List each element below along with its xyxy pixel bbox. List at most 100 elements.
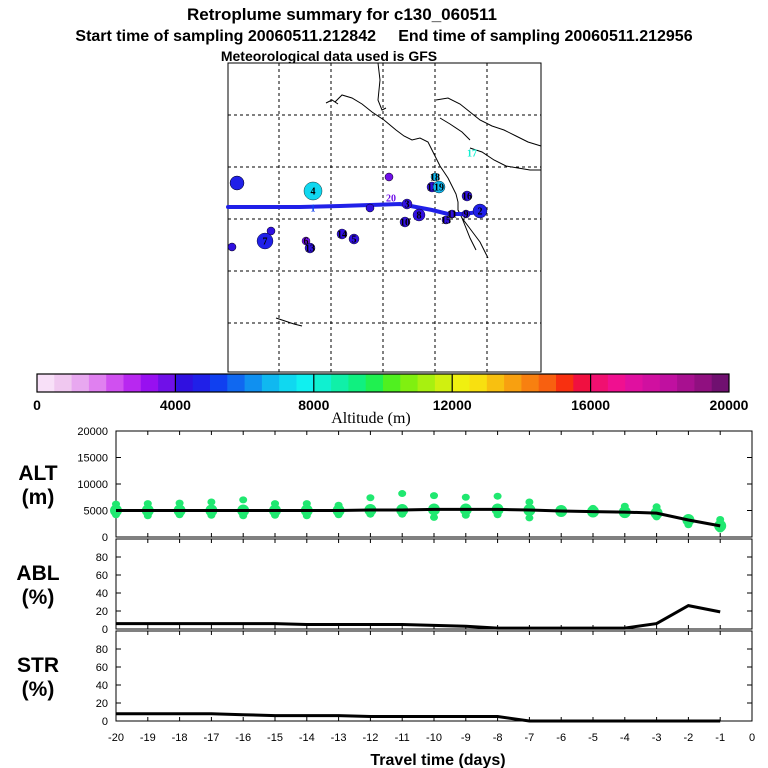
- colorbar-cell: [158, 374, 176, 392]
- cluster-marker: [430, 172, 440, 182]
- cluster-label: 6: [304, 237, 309, 248]
- colorbar-cell: [261, 374, 280, 392]
- cluster-marker: [461, 209, 471, 219]
- colorbar-cell: [365, 374, 384, 392]
- y-tick-label: 0: [102, 532, 108, 544]
- figure-title: Retroplume summary for c130_060511: [187, 5, 497, 24]
- altitude-sample-dot: [398, 490, 407, 498]
- cluster-label: 12: [427, 183, 437, 194]
- y-tick-label: 0: [102, 716, 108, 728]
- x-tick-label: -6: [556, 732, 566, 744]
- x-tick-label: -2: [684, 732, 694, 744]
- altitude-sample-dot: [525, 514, 534, 522]
- y-tick-label: 5000: [84, 506, 108, 518]
- map-frame: [227, 62, 542, 373]
- x-tick-label: -7: [525, 732, 535, 744]
- colorbar-cell: [54, 374, 73, 392]
- colorbar-cell: [106, 374, 124, 392]
- cluster-marker: [432, 180, 446, 194]
- colorbar-cell: [313, 374, 332, 392]
- panel-frame: [115, 430, 753, 538]
- y-tick-label: 10000: [77, 479, 108, 491]
- altitude-colorbar: 0 4000 8000 12000 16000 20000 Altitude (m): [33, 373, 749, 427]
- altitude-sample-dot: [175, 499, 184, 507]
- cluster-label: 14: [337, 230, 347, 241]
- panel-label: ABL: [16, 562, 59, 585]
- x-tick-label: -8: [493, 732, 503, 744]
- panel-frame: [115, 538, 753, 630]
- y-tick-label: 15000: [77, 453, 108, 465]
- colorbar-cell: [140, 374, 159, 392]
- x-tick-label: -17: [203, 732, 219, 744]
- altitude-sample-dot: [430, 513, 438, 521]
- colorbar-frame: [36, 373, 730, 393]
- plume-blob: [266, 226, 276, 236]
- panel-alt: ALT(m) 0 5000 10000 15000 20000: [18, 426, 753, 544]
- cluster-marker: [256, 232, 274, 250]
- colorbar-cell: [88, 374, 107, 392]
- altitude-sample-dot: [493, 492, 502, 500]
- cluster-marker: [303, 181, 323, 201]
- colorbar-tick-label: 0: [33, 397, 41, 413]
- y-tick-label: 0: [102, 624, 108, 636]
- colorbar-cell: [677, 374, 695, 392]
- colorbar-cell: [556, 374, 574, 392]
- colorbar-cell: [590, 374, 609, 392]
- colorbar-cell: [279, 374, 297, 392]
- x-tick-label: -11: [395, 732, 410, 744]
- x-tick-label: -15: [267, 732, 283, 744]
- colorbar-cell: [175, 374, 194, 392]
- y-tick-label: 20: [96, 698, 108, 710]
- x-axis-label: Travel time (days): [370, 752, 505, 768]
- cluster-label: 9: [464, 210, 469, 221]
- x-tick-label: -16: [235, 732, 251, 744]
- cluster-marker: [447, 209, 457, 219]
- cluster-marker: [399, 216, 411, 228]
- cluster-marker: [348, 233, 360, 245]
- colorbar-cell: [417, 374, 436, 392]
- x-tick-label: -3: [652, 732, 662, 744]
- cluster-label: 2: [478, 207, 483, 218]
- panel-abl: ABL(%) 0 20 40 60 80: [16, 538, 753, 636]
- colorbar-cell: [538, 374, 557, 392]
- colorbar-cell: [694, 374, 713, 392]
- colorbar-cell: [227, 374, 246, 392]
- colorbar-tick-label: 4000: [160, 397, 191, 413]
- colorbar-cell: [469, 374, 488, 392]
- y-tick-label: 40: [96, 588, 108, 600]
- cluster-marker: [441, 215, 451, 225]
- colorbar-cell: [192, 374, 211, 392]
- colorbar-cell: [296, 374, 315, 392]
- colorbar-cell: [607, 374, 626, 392]
- panel-label: STR: [17, 654, 59, 677]
- colorbar-cell: [521, 374, 540, 392]
- y-tick-label: 60: [96, 662, 108, 674]
- colorbar-label: Altitude (m): [331, 410, 411, 427]
- x-tick-label: -14: [299, 732, 315, 744]
- colorbar-cell: [486, 374, 505, 392]
- cluster-label: 11: [447, 210, 456, 221]
- cluster-label: 8: [417, 211, 422, 222]
- colorbar-cell: [573, 374, 592, 392]
- x-tick-label: -12: [362, 732, 378, 744]
- colorbar-cell: [434, 374, 453, 392]
- series-line-alt: [116, 507, 721, 528]
- colorbar-cell: [400, 374, 419, 392]
- y-tick-label: 40: [96, 680, 108, 692]
- cluster-marker: [412, 208, 426, 222]
- map-coastlines: [275, 62, 542, 327]
- map-graticule: [228, 63, 541, 372]
- plume-blob: [365, 203, 375, 213]
- panel-frame: [115, 630, 753, 722]
- time-series-panels: ALT(m)05000100001500020000ABL(%)02040608…: [16, 426, 755, 768]
- cluster-label: 4: [311, 187, 316, 198]
- cluster-label: 18: [430, 173, 440, 184]
- colorbar-cell: [244, 374, 263, 392]
- plume-blob: [384, 172, 394, 182]
- colorbar-cell: [331, 374, 349, 392]
- cluster-label: 10: [400, 218, 410, 229]
- cluster-label: 17: [467, 149, 477, 160]
